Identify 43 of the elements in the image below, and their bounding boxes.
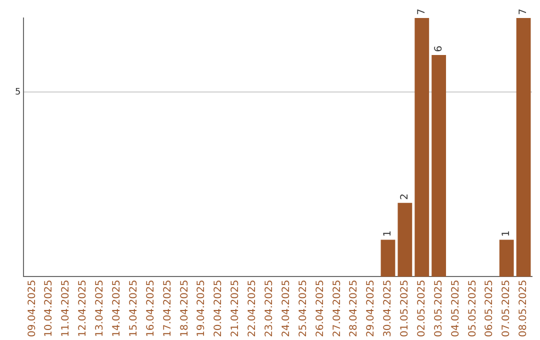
x-tick-label: 24.04.2025 [280,280,292,338]
x-tick-label: 30.04.2025 [382,280,394,338]
x-tick-label: 03.05.2025 [433,280,444,338]
x-tick-label: 01.05.2025 [400,280,411,338]
data-label: 7 [518,8,530,15]
x-tick-label: 11.04.2025 [60,280,72,338]
x-tick-label: 14.04.2025 [112,280,123,338]
x-tick-label: 25.04.2025 [298,280,309,338]
x-tick-label: 10.04.2025 [44,280,55,338]
x-tick-label: 13.04.2025 [94,280,106,338]
bar [432,54,446,277]
x-tick-label: 28.04.2025 [348,280,360,338]
x-tick-label: 23.04.2025 [264,280,275,338]
x-tick-label: 18.04.2025 [179,280,190,338]
bar [414,18,430,277]
x-tick-label: 06.05.2025 [484,280,496,338]
x-tick-label: 17.04.2025 [162,280,174,338]
bar [380,240,396,277]
x-tick-label: 16.04.2025 [145,280,156,338]
x-tick-label: 09.04.2025 [26,280,38,338]
x-tick-label: 19.04.2025 [196,280,208,338]
data-label: 1 [501,230,512,237]
x-tick-label: 08.05.2025 [518,280,530,338]
x-tick-label: 29.04.2025 [366,280,377,338]
data-label: 7 [416,8,428,15]
bar [516,18,531,277]
x-tick-label: 22.04.2025 [247,280,258,338]
x-tick-label: 05.05.2025 [467,280,478,338]
x-tick-label: 04.05.2025 [450,280,462,338]
data-label: 6 [433,46,444,52]
x-tick-label: 02.05.2025 [416,280,428,338]
data-label: 2 [400,193,411,200]
x-tick-label: 21.04.2025 [230,280,242,338]
x-tick-label: 27.04.2025 [332,280,343,338]
y-tick-label: 5 [14,87,21,98]
bar [499,240,514,277]
data-label: 1 [382,230,394,237]
x-tick-label: 07.05.2025 [501,280,512,338]
x-tick-label: 20.04.2025 [213,280,224,338]
x-tick-label: 15.04.2025 [128,280,140,338]
x-tick-label: 12.04.2025 [78,280,89,338]
x-tick-label: 26.04.2025 [314,280,326,338]
bar [398,202,412,277]
